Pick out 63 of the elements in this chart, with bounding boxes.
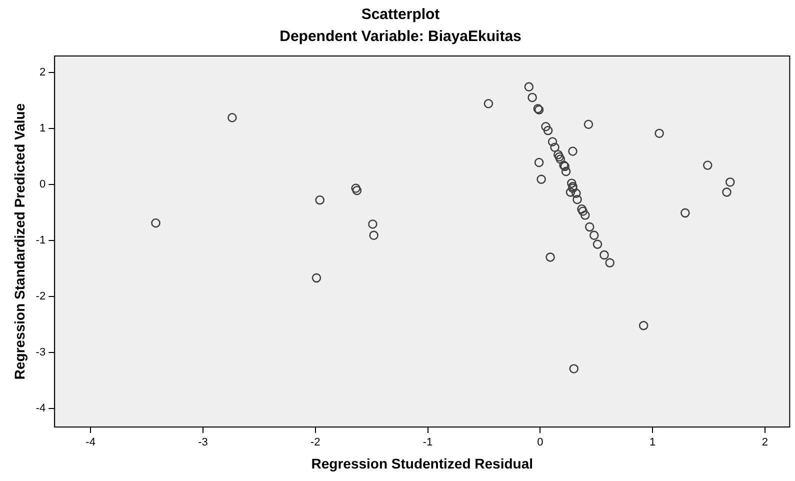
point bbox=[315, 195, 325, 205]
point bbox=[369, 230, 378, 240]
point bbox=[638, 320, 648, 330]
point bbox=[580, 210, 590, 220]
point bbox=[680, 208, 690, 218]
point bbox=[556, 154, 566, 164]
point bbox=[546, 252, 555, 262]
point bbox=[541, 122, 550, 132]
y-tick-label: 2 bbox=[39, 66, 46, 78]
point bbox=[578, 206, 588, 216]
x-tick-label: 2 bbox=[762, 436, 768, 449]
y-tick-label: 0 bbox=[39, 178, 46, 190]
point bbox=[543, 126, 553, 136]
point bbox=[561, 166, 571, 176]
point bbox=[554, 150, 563, 160]
point bbox=[566, 188, 576, 197]
point bbox=[584, 120, 594, 130]
point bbox=[351, 184, 360, 193]
point bbox=[568, 184, 578, 193]
point bbox=[312, 273, 322, 283]
chart-subtitle: Dependent Variable: BiayaEkuitas bbox=[280, 28, 522, 46]
point bbox=[550, 142, 560, 152]
point bbox=[702, 160, 712, 170]
point bbox=[571, 188, 581, 198]
x-axis-title: Regression Studentized Residual bbox=[311, 455, 533, 472]
point bbox=[725, 177, 735, 187]
y-axis-title: Regression Standardized Predicted Value bbox=[11, 103, 28, 380]
point bbox=[352, 186, 362, 196]
point bbox=[566, 178, 576, 188]
y-tick-label: -4 bbox=[36, 402, 46, 415]
point bbox=[605, 258, 615, 268]
point bbox=[722, 188, 732, 197]
point bbox=[568, 182, 578, 192]
y-tick-label: -2 bbox=[36, 290, 46, 302]
point bbox=[592, 240, 602, 249]
point bbox=[554, 152, 564, 162]
point bbox=[548, 137, 558, 146]
point bbox=[536, 174, 546, 184]
x-tick-label: 1 bbox=[650, 436, 656, 449]
point bbox=[589, 230, 599, 240]
point bbox=[572, 194, 582, 204]
point bbox=[584, 222, 594, 232]
point bbox=[654, 128, 664, 138]
x-tick-label: -3 bbox=[198, 436, 208, 449]
x-tick-label: -4 bbox=[86, 436, 96, 449]
y-tick-label: -3 bbox=[36, 346, 46, 358]
point bbox=[524, 82, 534, 92]
point bbox=[228, 112, 237, 122]
point bbox=[368, 219, 378, 229]
x-tick-label: 0 bbox=[537, 436, 544, 449]
chart-title: Scatterplot bbox=[361, 6, 440, 24]
x-tick-label: -1 bbox=[422, 436, 433, 449]
point bbox=[534, 158, 544, 168]
point bbox=[568, 146, 578, 156]
x-tick-label: -2 bbox=[310, 436, 320, 449]
y-tick-label: -1 bbox=[36, 234, 46, 246]
y-tick-label: 1 bbox=[39, 122, 46, 134]
point bbox=[577, 204, 586, 214]
point bbox=[151, 218, 160, 228]
point bbox=[569, 364, 579, 374]
point bbox=[484, 98, 494, 108]
point bbox=[600, 250, 609, 260]
point bbox=[528, 92, 537, 102]
